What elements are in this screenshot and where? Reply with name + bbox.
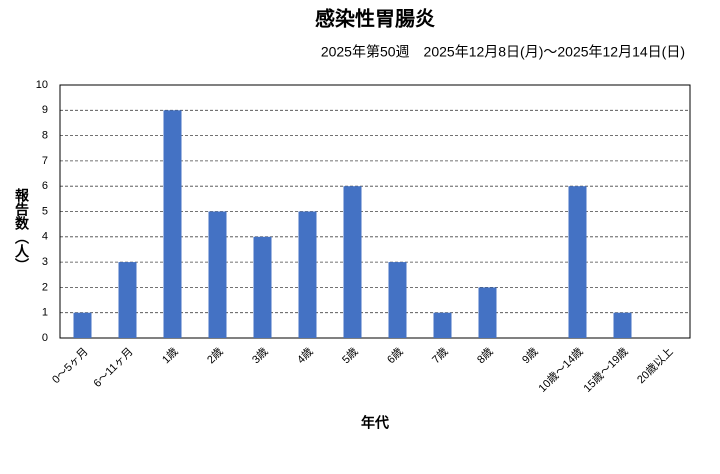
x-axis-label: 年代 xyxy=(361,415,389,431)
y-tick-label: 1 xyxy=(42,307,48,319)
bar xyxy=(118,262,137,338)
y-tick-label: 9 xyxy=(42,104,48,116)
x-tick-label: 15歳〜19歳 xyxy=(581,345,631,395)
x-tick-label: 9歳 xyxy=(519,345,540,366)
y-tick-label: 10 xyxy=(36,79,48,91)
bar xyxy=(343,186,362,338)
y-tick-label: 8 xyxy=(42,130,48,142)
bar xyxy=(433,312,452,338)
x-tick-label: 7歳 xyxy=(429,345,450,366)
bar xyxy=(253,236,272,338)
chart-subtitle: 2025年第50週 2025年12月8日(月)～2025年12月14日(日) xyxy=(321,44,685,60)
bar xyxy=(73,312,92,338)
x-tick-label: 8歳 xyxy=(474,345,495,366)
x-tick-label: 3歳 xyxy=(249,345,270,366)
x-tick-label: 6歳 xyxy=(384,345,405,366)
bar xyxy=(298,211,317,338)
y-axis-label: 報告数（人） xyxy=(14,187,30,272)
x-tick-label: 6〜11ヶ月 xyxy=(91,346,135,390)
bar xyxy=(388,262,407,338)
bar xyxy=(208,211,227,338)
y-tick-label: 7 xyxy=(42,155,48,167)
bar xyxy=(163,110,182,338)
y-tick-label: 3 xyxy=(42,256,48,268)
bar xyxy=(568,186,587,338)
y-tick-label: 6 xyxy=(42,180,48,192)
x-tick-label: 2歳 xyxy=(204,345,225,366)
chart-title: 感染性胃腸炎 xyxy=(315,6,435,30)
x-tick-label: 10歳〜14歳 xyxy=(536,345,586,395)
y-tick-label: 0 xyxy=(42,332,48,344)
y-tick-label: 4 xyxy=(42,231,48,243)
y-tick-label: 5 xyxy=(42,205,48,217)
x-tick-label: 4歳 xyxy=(294,345,315,366)
x-tick-label: 20歳以上 xyxy=(634,345,675,386)
bar xyxy=(613,312,632,338)
x-tick-label: 0〜5ヶ月 xyxy=(50,346,90,386)
x-tick-label: 1歳 xyxy=(159,345,180,366)
x-tick-label: 5歳 xyxy=(339,345,360,366)
y-tick-label: 2 xyxy=(42,281,48,293)
bar xyxy=(478,287,497,338)
plot-frame xyxy=(59,84,691,339)
